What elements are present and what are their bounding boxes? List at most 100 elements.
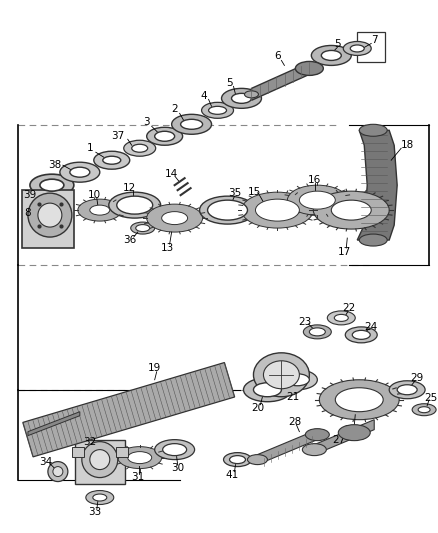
Ellipse shape [82, 442, 118, 478]
Ellipse shape [232, 93, 251, 103]
Ellipse shape [397, 385, 417, 395]
Ellipse shape [90, 205, 110, 215]
Ellipse shape [40, 179, 64, 191]
Text: 4: 4 [200, 91, 207, 101]
Text: 32: 32 [83, 437, 96, 447]
Polygon shape [28, 411, 80, 435]
Ellipse shape [180, 119, 203, 130]
Ellipse shape [90, 450, 110, 470]
Ellipse shape [109, 192, 161, 218]
Text: 18: 18 [400, 140, 414, 150]
Ellipse shape [223, 453, 251, 466]
Ellipse shape [60, 162, 100, 182]
Text: 17: 17 [338, 247, 351, 257]
Text: 6: 6 [274, 52, 281, 61]
Bar [116, 447, 128, 457]
Text: 38: 38 [48, 160, 61, 170]
Text: 29: 29 [410, 373, 424, 383]
Text: 31: 31 [131, 472, 145, 481]
Ellipse shape [128, 451, 152, 464]
Polygon shape [314, 419, 374, 455]
Ellipse shape [389, 381, 425, 399]
Bar [357, 33, 385, 62]
Ellipse shape [208, 200, 247, 220]
Ellipse shape [124, 140, 155, 156]
Text: 2: 2 [171, 104, 178, 114]
Text: 13: 13 [161, 243, 174, 253]
Text: 34: 34 [39, 457, 53, 466]
Ellipse shape [254, 353, 309, 397]
Text: 3: 3 [143, 117, 150, 127]
Ellipse shape [28, 193, 72, 237]
Polygon shape [258, 430, 318, 465]
Text: 33: 33 [88, 507, 102, 518]
Ellipse shape [331, 200, 371, 220]
Ellipse shape [359, 124, 387, 136]
Polygon shape [251, 62, 309, 100]
Ellipse shape [255, 199, 300, 221]
Text: 25: 25 [424, 393, 438, 403]
Ellipse shape [321, 51, 341, 60]
Text: 19: 19 [148, 363, 161, 373]
Ellipse shape [94, 151, 130, 169]
Ellipse shape [295, 61, 323, 75]
Text: 28: 28 [288, 417, 301, 427]
Ellipse shape [311, 45, 351, 66]
Ellipse shape [254, 383, 281, 397]
Text: 24: 24 [364, 322, 378, 332]
Text: 37: 37 [111, 131, 124, 141]
Ellipse shape [287, 185, 347, 215]
Ellipse shape [70, 167, 90, 177]
Ellipse shape [201, 102, 233, 118]
Ellipse shape [103, 156, 121, 164]
Ellipse shape [300, 191, 336, 209]
Text: 23: 23 [299, 317, 312, 327]
Text: 27: 27 [333, 434, 346, 445]
Ellipse shape [30, 174, 74, 196]
Ellipse shape [305, 429, 329, 441]
Text: 1: 1 [86, 143, 93, 154]
Ellipse shape [286, 374, 309, 386]
Ellipse shape [343, 42, 371, 55]
Ellipse shape [244, 378, 291, 402]
Ellipse shape [132, 144, 148, 152]
Ellipse shape [327, 311, 355, 325]
Polygon shape [357, 130, 397, 240]
Text: 36: 36 [123, 235, 136, 245]
Text: 35: 35 [228, 188, 241, 198]
Text: 21: 21 [286, 392, 299, 402]
Ellipse shape [277, 370, 318, 390]
Ellipse shape [48, 462, 68, 481]
Ellipse shape [412, 403, 436, 416]
Ellipse shape [244, 91, 258, 98]
Ellipse shape [162, 443, 187, 456]
Ellipse shape [247, 455, 268, 465]
Text: 26: 26 [345, 425, 358, 434]
Ellipse shape [350, 45, 364, 52]
Ellipse shape [53, 466, 63, 477]
Ellipse shape [147, 127, 183, 146]
Ellipse shape [319, 380, 399, 419]
Ellipse shape [359, 234, 387, 246]
Bar [72, 447, 84, 457]
Ellipse shape [222, 88, 261, 108]
Ellipse shape [336, 387, 383, 411]
Bar [75, 440, 125, 483]
Ellipse shape [38, 203, 62, 227]
Text: 41: 41 [226, 470, 239, 480]
Ellipse shape [309, 328, 325, 336]
Ellipse shape [241, 192, 313, 228]
Ellipse shape [136, 224, 150, 231]
Text: 8: 8 [25, 208, 31, 218]
Ellipse shape [313, 191, 389, 229]
Ellipse shape [93, 494, 107, 501]
Ellipse shape [304, 325, 331, 339]
Ellipse shape [338, 425, 370, 441]
Text: 39: 39 [23, 190, 36, 200]
Ellipse shape [162, 212, 187, 224]
Ellipse shape [86, 490, 114, 505]
Ellipse shape [155, 440, 194, 459]
Text: 20: 20 [251, 403, 264, 413]
Text: 15: 15 [248, 187, 261, 197]
Text: 5: 5 [226, 78, 233, 88]
